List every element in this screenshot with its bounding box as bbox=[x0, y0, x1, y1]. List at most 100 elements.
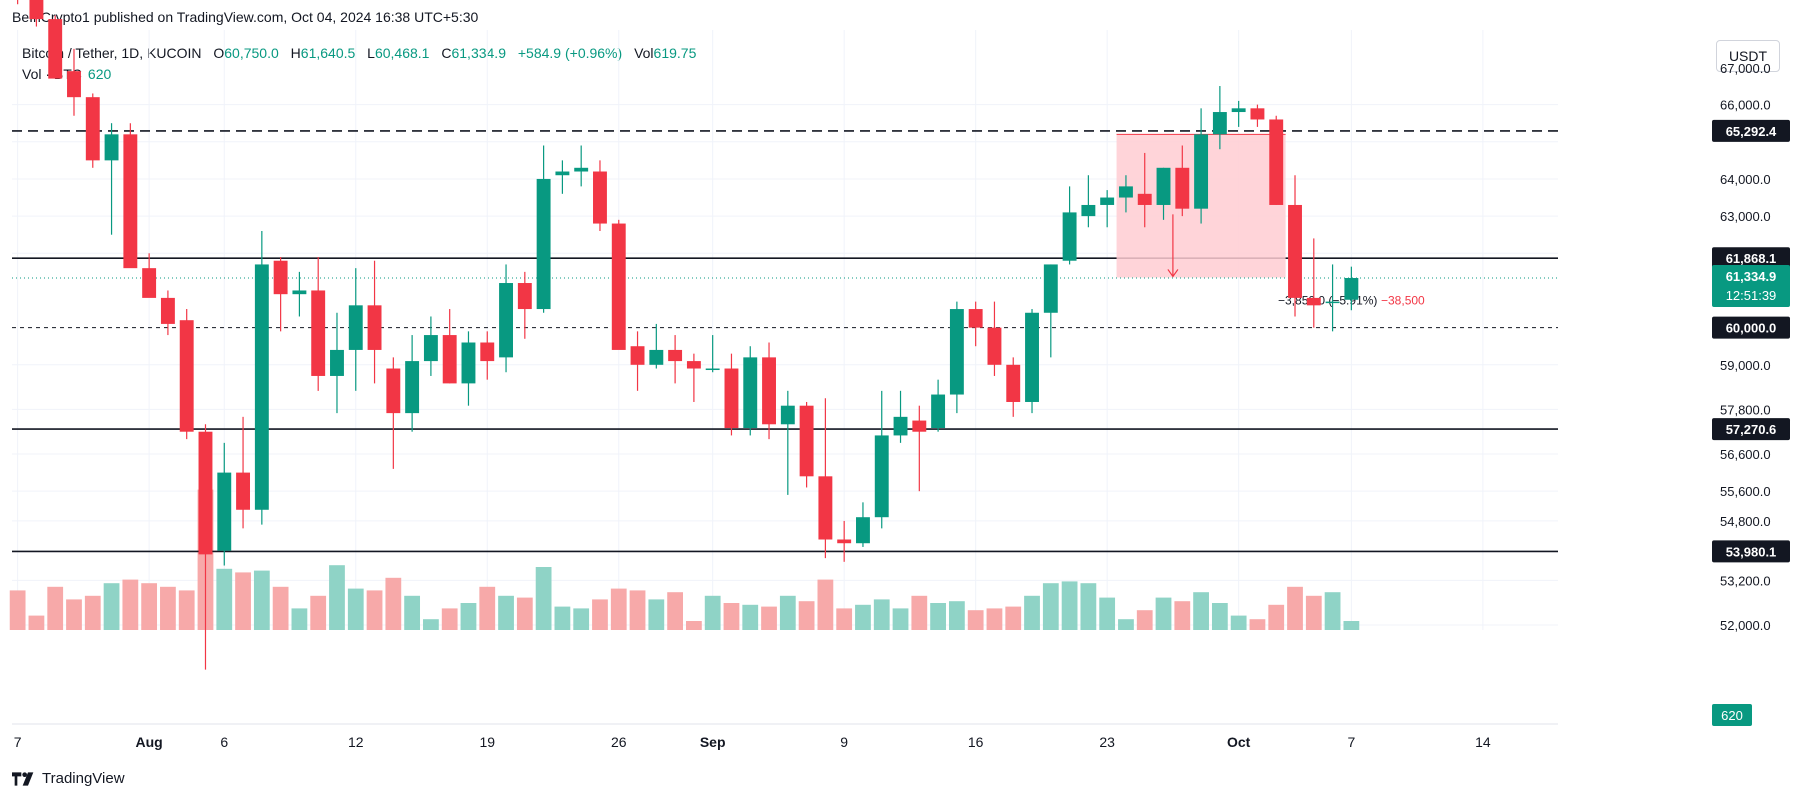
volume-bar bbox=[235, 572, 251, 630]
volume-bar bbox=[761, 606, 777, 630]
volume-bar bbox=[498, 595, 514, 630]
candle-body bbox=[856, 517, 870, 544]
candle-body bbox=[1212, 112, 1227, 135]
time-tick-label: 6 bbox=[220, 734, 228, 750]
time-tick-label: 9 bbox=[840, 734, 848, 750]
candle-body bbox=[85, 97, 100, 161]
volume-bar bbox=[1249, 619, 1266, 630]
symbol-name[interactable]: Bitcoin / Tether, 1D, KUCOIN bbox=[22, 45, 202, 61]
candle-body bbox=[423, 335, 438, 362]
volume-bar bbox=[742, 604, 759, 630]
candle-body bbox=[1250, 108, 1265, 120]
price-chart[interactable]: −3,850.0 (−5.91%) −38,500 67,000.066,000.… bbox=[0, 0, 1804, 760]
candle-body bbox=[874, 435, 889, 518]
volume-bar bbox=[329, 565, 345, 630]
volume-bar bbox=[516, 597, 533, 630]
volume-bar bbox=[253, 570, 270, 630]
tradingview-logo-icon bbox=[12, 771, 34, 786]
volume-bar bbox=[855, 604, 871, 630]
time-tick-label: 7 bbox=[1347, 734, 1355, 750]
high-label: H bbox=[290, 45, 301, 61]
level-badge-label: 60,000.0 bbox=[1726, 321, 1777, 336]
candle-body bbox=[499, 283, 513, 358]
candle-body bbox=[724, 368, 739, 428]
candle-body bbox=[1175, 167, 1190, 209]
level-badge-label: 61,868.1 bbox=[1726, 251, 1777, 266]
volume-bar bbox=[385, 577, 402, 630]
measure-label-extra: −38,500 bbox=[1381, 293, 1425, 307]
candle-body bbox=[743, 357, 758, 428]
candle-body bbox=[1081, 204, 1096, 217]
low-value: 60,468.1 bbox=[374, 45, 430, 61]
candle-body bbox=[442, 335, 457, 384]
volume-bar bbox=[1024, 595, 1040, 630]
candle-body bbox=[1231, 108, 1246, 113]
volume-bar bbox=[1061, 581, 1078, 630]
volume-bar bbox=[629, 590, 646, 630]
candle-body bbox=[630, 346, 645, 365]
candle-body bbox=[480, 342, 495, 362]
volume-bar bbox=[1155, 597, 1172, 630]
candle-body bbox=[217, 472, 232, 551]
close-value: 61,334.9 bbox=[451, 45, 506, 61]
level-badge bbox=[1712, 247, 1790, 270]
price-tick-label: 54,800.0 bbox=[1720, 514, 1771, 529]
price-tick-label: 55,600.0 bbox=[1720, 484, 1771, 499]
volume-bar bbox=[1174, 601, 1191, 630]
volume-badge-label: 620 bbox=[1721, 708, 1743, 723]
candle-body bbox=[780, 405, 795, 425]
candle-body bbox=[818, 476, 833, 540]
volume-bar bbox=[967, 610, 984, 630]
volume-bar bbox=[1099, 597, 1116, 630]
time-tick-label: 23 bbox=[1099, 734, 1115, 750]
volume-bar bbox=[28, 615, 45, 630]
volume-bar bbox=[310, 595, 327, 630]
candle-body bbox=[931, 394, 946, 428]
volume-bar bbox=[648, 599, 665, 630]
volume-bar bbox=[1080, 583, 1097, 630]
volume-bar bbox=[686, 621, 702, 630]
time-tick-label: Oct bbox=[1227, 734, 1251, 750]
time-tick-label: Sep bbox=[700, 734, 726, 750]
volume-bar bbox=[1118, 619, 1134, 630]
volume-bar bbox=[948, 601, 965, 630]
volume-bar bbox=[667, 592, 683, 630]
volume-bar bbox=[460, 603, 477, 630]
footer-brand[interactable]: TradingView bbox=[42, 770, 125, 787]
volume-bar bbox=[573, 608, 590, 630]
candle-body bbox=[104, 134, 119, 161]
candle-body bbox=[273, 260, 288, 295]
volume-bar bbox=[1230, 615, 1247, 630]
volume-bar bbox=[1343, 621, 1360, 630]
volume-bar bbox=[66, 599, 82, 630]
candle-body bbox=[48, 19, 63, 79]
footer: TradingView bbox=[12, 770, 125, 787]
candle-body bbox=[686, 361, 701, 369]
candle-body bbox=[348, 305, 363, 350]
candle-body bbox=[705, 368, 720, 371]
currency-button[interactable]: USDT bbox=[1716, 40, 1780, 72]
level-badge bbox=[1712, 119, 1790, 142]
volume-bars bbox=[9, 489, 1360, 630]
candle-body bbox=[949, 309, 964, 395]
volume-bar bbox=[1268, 604, 1285, 630]
time-tick-label: 16 bbox=[968, 734, 984, 750]
volume-bar bbox=[216, 568, 233, 630]
candle-body bbox=[968, 309, 983, 328]
volume-bar bbox=[817, 579, 834, 630]
time-tick-label: 14 bbox=[1475, 734, 1491, 750]
volume-bar bbox=[423, 619, 439, 630]
volume-bar bbox=[479, 586, 496, 630]
candle-body bbox=[1137, 193, 1152, 205]
candle-body bbox=[236, 472, 251, 510]
level-badge-label: 53,980.1 bbox=[1726, 544, 1777, 559]
candle-body bbox=[254, 264, 269, 510]
volume-bar bbox=[1136, 610, 1153, 630]
volume-bar bbox=[441, 608, 458, 630]
candlesticks bbox=[17, 0, 1359, 670]
candle-body bbox=[1062, 212, 1077, 261]
volume-bar bbox=[798, 601, 815, 630]
volume-value: 619.75 bbox=[653, 45, 697, 61]
volume-bar bbox=[9, 590, 26, 630]
candle-body bbox=[799, 405, 814, 477]
